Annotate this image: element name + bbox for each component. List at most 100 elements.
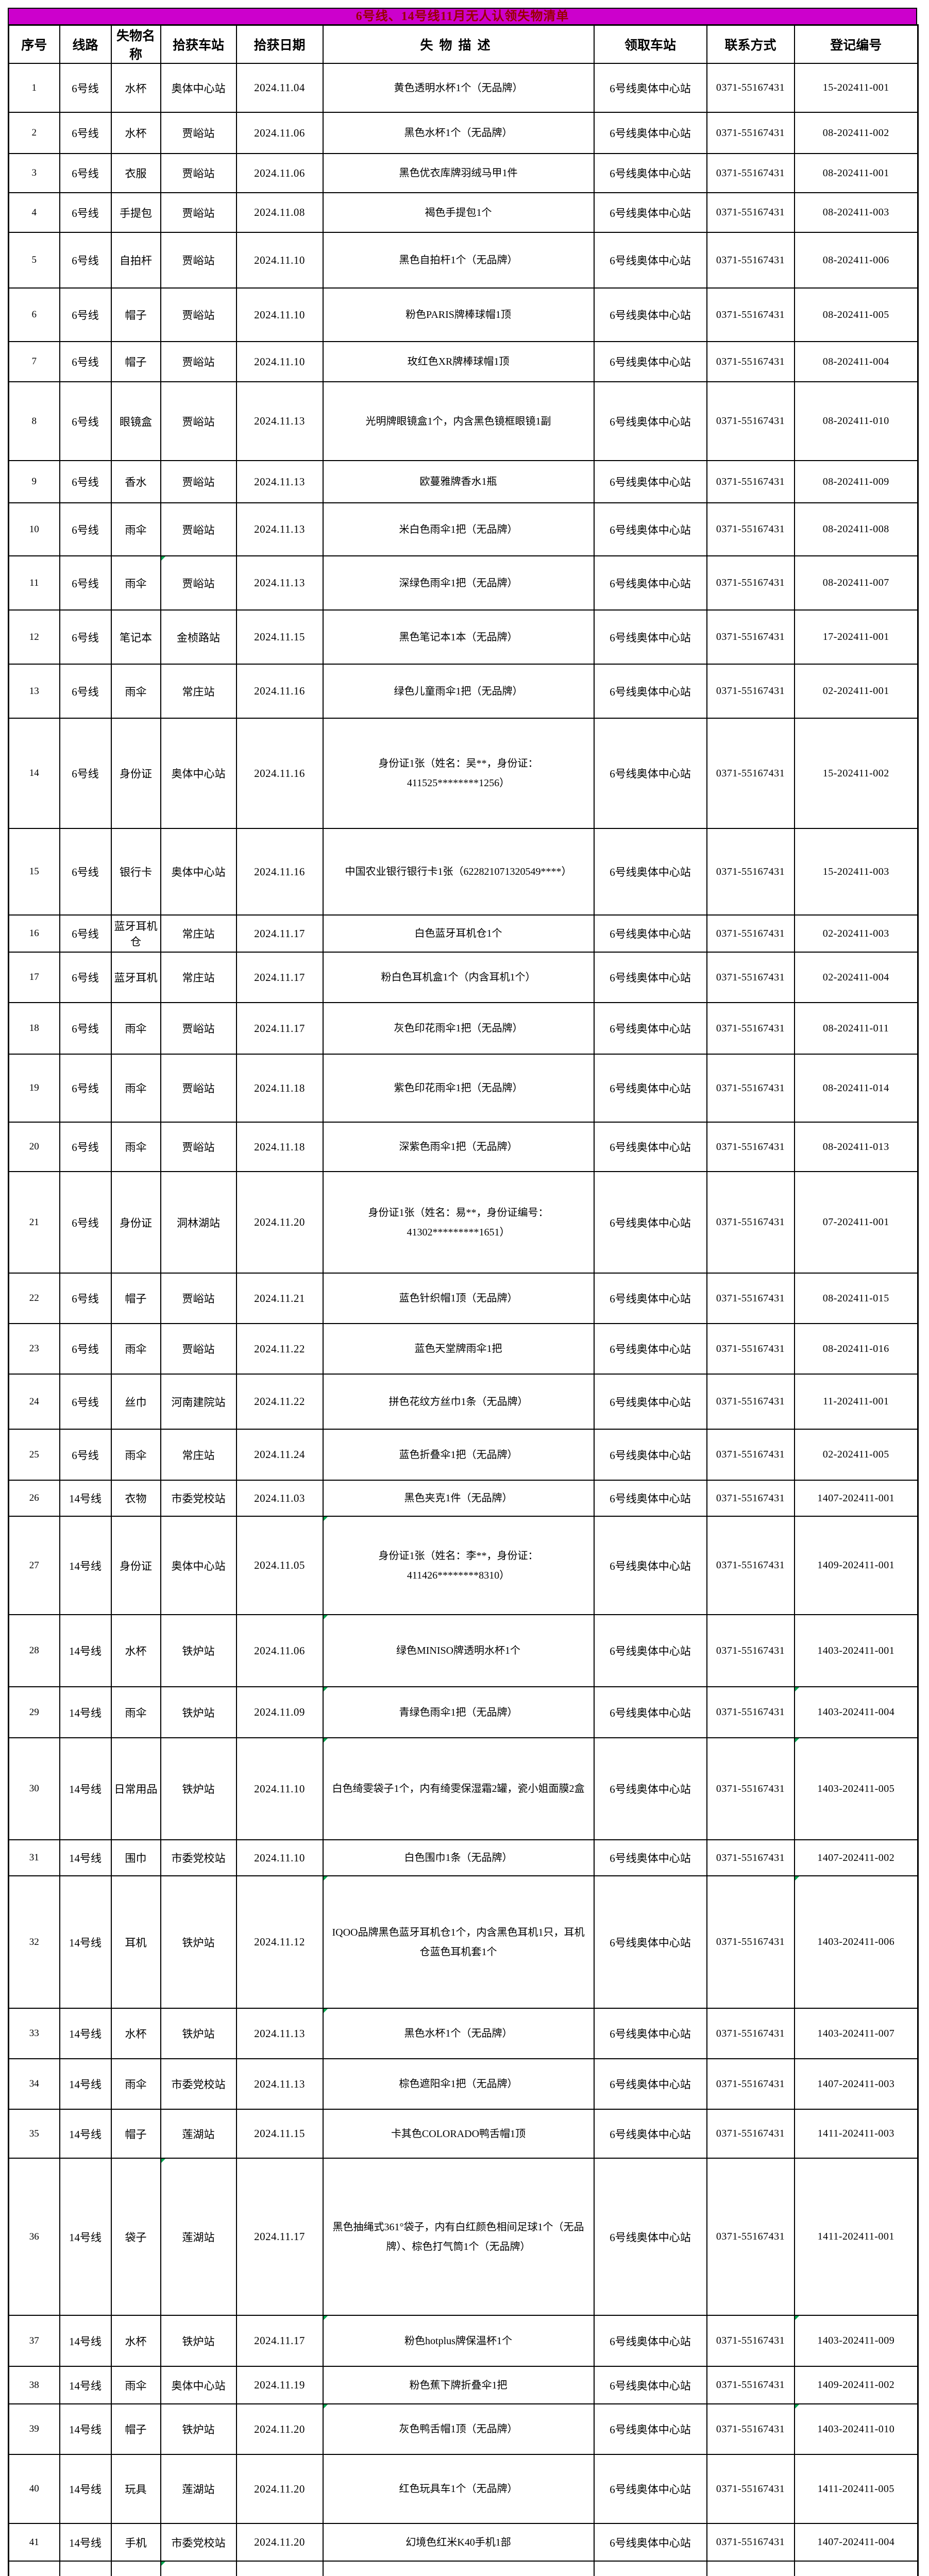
header-item-name[interactable]: 失物名称 [110,24,161,64]
found-date-cell[interactable]: 2024.11.20 [235,2523,324,2562]
registration-cell[interactable]: 15-202411-001 [793,63,919,113]
found-date-cell[interactable]: 2024.11.18 [235,1054,324,1123]
description-cell[interactable]: 身份证1张（姓名：吴**，身份证：411525********1256） [322,718,595,829]
serial-cell[interactable]: 41 [8,2523,60,2562]
pickup-station-cell[interactable]: 6号线奥体中心站 [593,112,707,154]
found-date-cell[interactable]: 2024.11.20 [235,1171,324,1274]
contact-cell[interactable]: 0371-55167431 [706,555,795,611]
found-station-cell[interactable]: 常庄站 [160,914,237,953]
registration-cell[interactable]: 15-202411-002 [793,718,919,829]
description-cell[interactable]: IQOO品牌黑色蓝牙耳机仓1个，内含黑色耳机1只，耳机仓蓝色耳机套1个 [322,1875,595,2009]
line-cell[interactable]: 6号线 [59,1323,112,1375]
line-cell[interactable]: 6号线 [59,1054,112,1123]
pickup-station-cell[interactable]: 6号线奥体中心站 [593,718,707,829]
found-station-cell[interactable]: 铁炉站 [160,1614,237,1687]
line-cell[interactable]: 6号线 [59,1171,112,1274]
found-date-cell[interactable]: 2024.11.17 [235,1002,324,1055]
item-name-cell[interactable]: 水杯 [110,112,161,154]
contact-cell[interactable]: 0371-55167431 [706,2158,795,2316]
pickup-station-cell[interactable]: 6号线奥体中心站 [593,502,707,556]
line-cell[interactable]: 6号线 [59,232,112,289]
contact-cell[interactable]: 0371-55167431 [706,1054,795,1123]
found-station-cell[interactable]: 贾峪站 [160,1002,237,1055]
pickup-station-cell[interactable]: 6号线奥体中心站 [593,1054,707,1123]
found-station-cell[interactable]: 铁炉站 [160,1875,237,2009]
header-pickup-station[interactable]: 领取车站 [593,24,707,64]
found-date-cell[interactable]: 2024.11.22 [235,1323,324,1375]
item-name-cell[interactable]: 帽子 [110,341,161,382]
item-name-cell[interactable]: 水杯 [110,63,161,113]
serial-cell[interactable]: 15 [8,828,60,916]
found-date-cell[interactable]: 2024.11.17 [235,2315,324,2367]
serial-cell[interactable]: 9 [8,460,60,503]
description-cell[interactable]: 玫红色XR牌棒球帽1顶 [322,341,595,382]
contact-cell[interactable]: 0371-55167431 [706,1686,795,1738]
pickup-station-cell[interactable]: 6号线奥体中心站 [593,1323,707,1375]
registration-cell[interactable]: 1411-202411-005 [793,2454,919,2524]
registration-cell[interactable]: 1407-202411-002 [793,1839,919,1876]
found-date-cell[interactable]: 2024.11.13 [235,381,324,461]
registration-cell[interactable]: 08-202411-005 [793,287,919,342]
registration-cell[interactable]: 08-202411-013 [793,1122,919,1172]
description-cell[interactable]: 深灰色发箍1个（无品牌） [322,2561,595,2576]
contact-cell[interactable]: 0371-55167431 [706,381,795,461]
item-name-cell[interactable]: 蓝牙耳机仓 [110,914,161,953]
found-date-cell[interactable]: 2024.11.24 [235,1429,324,1481]
serial-cell[interactable]: 13 [8,664,60,719]
line-cell[interactable]: 14号线 [59,2403,112,2455]
found-date-cell[interactable]: 2024.11.16 [235,828,324,916]
found-station-cell[interactable]: 贾峪站 [160,502,237,556]
contact-cell[interactable]: 0371-55167431 [706,952,795,1003]
description-cell[interactable]: 蓝色针织帽1顶（无品牌） [322,1273,595,1324]
serial-cell[interactable]: 5 [8,232,60,289]
pickup-station-cell[interactable]: 6号线奥体中心站 [593,555,707,611]
line-cell[interactable]: 14号线 [59,1480,112,1517]
contact-cell[interactable]: 0371-55167431 [706,1480,795,1517]
line-cell[interactable]: 6号线 [59,914,112,953]
pickup-station-cell[interactable]: 6号线奥体中心站 [593,192,707,233]
found-station-cell[interactable]: 莲湖站 [160,2158,237,2316]
description-cell[interactable]: 拼色花纹方丝巾1条（无品牌） [322,1374,595,1430]
contact-cell[interactable]: 0371-55167431 [706,1273,795,1324]
line-cell[interactable]: 14号线 [59,1614,112,1687]
found-date-cell[interactable]: 2024.11.17 [235,952,324,1003]
description-cell[interactable]: 黑色水杯1个（无品牌） [322,2008,595,2059]
pickup-station-cell[interactable]: 6号线奥体中心站 [593,341,707,382]
found-station-cell[interactable]: 莲湖站 [160,2561,237,2576]
found-station-cell[interactable]: 贾峪站 [160,1273,237,1324]
header-serial[interactable]: 序号 [8,24,60,64]
serial-cell[interactable]: 18 [8,1002,60,1055]
contact-cell[interactable]: 0371-55167431 [706,2315,795,2367]
line-cell[interactable]: 6号线 [59,1273,112,1324]
registration-cell[interactable]: 02-202411-003 [793,914,919,953]
serial-cell[interactable]: 35 [8,2109,60,2159]
item-name-cell[interactable]: 雨伞 [110,1002,161,1055]
found-date-cell[interactable]: 2024.11.13 [235,555,324,611]
registration-cell[interactable]: 1409-202411-001 [793,1516,919,1615]
description-cell[interactable]: 深绿色雨伞1把（无品牌） [322,555,595,611]
item-name-cell[interactable]: 笔记本 [110,609,161,665]
found-date-cell[interactable]: 2024.11.17 [235,914,324,953]
pickup-station-cell[interactable]: 6号线奥体中心站 [593,2523,707,2562]
line-cell[interactable]: 14号线 [59,1516,112,1615]
description-cell[interactable]: 粉色蕉下牌折叠伞1把 [322,2366,595,2404]
found-station-cell[interactable]: 奥体中心站 [160,63,237,113]
pickup-station-cell[interactable]: 6号线奥体中心站 [593,2366,707,2404]
registration-cell[interactable]: 1403-202411-010 [793,2403,919,2455]
item-name-cell[interactable]: 帽子 [110,2403,161,2455]
found-date-cell[interactable]: 2024.11.16 [235,664,324,719]
item-name-cell[interactable]: 雨伞 [110,1323,161,1375]
item-name-cell[interactable]: 蓝牙耳机 [110,952,161,1003]
registration-cell[interactable]: 08-202411-008 [793,502,919,556]
line-cell[interactable]: 14号线 [59,2561,112,2576]
pickup-station-cell[interactable]: 6号线奥体中心站 [593,460,707,503]
pickup-station-cell[interactable]: 6号线奥体中心站 [593,2403,707,2455]
serial-cell[interactable]: 32 [8,1875,60,2009]
serial-cell[interactable]: 19 [8,1054,60,1123]
found-station-cell[interactable]: 铁炉站 [160,2315,237,2367]
pickup-station-cell[interactable]: 6号线奥体中心站 [593,63,707,113]
found-date-cell[interactable]: 2024.11.15 [235,2109,324,2159]
found-station-cell[interactable]: 常庄站 [160,664,237,719]
registration-cell[interactable]: 1411-202411-001 [793,2158,919,2316]
item-name-cell[interactable]: 身份证 [110,1171,161,1274]
